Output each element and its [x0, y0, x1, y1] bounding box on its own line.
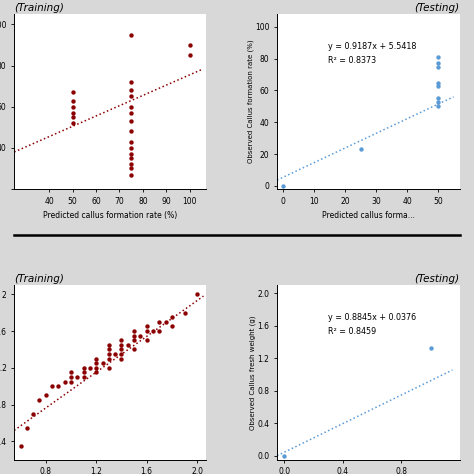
Point	[23, 424, 31, 431]
Point	[118, 350, 125, 358]
Text: (Training): (Training)	[14, 3, 64, 13]
Point	[434, 102, 442, 110]
Text: R² = 0.8459: R² = 0.8459	[328, 327, 376, 336]
Point	[55, 383, 62, 390]
Point	[162, 318, 169, 326]
Point	[86, 364, 94, 372]
Point	[69, 113, 76, 121]
Point	[118, 341, 125, 348]
Point	[155, 327, 163, 335]
Point	[80, 369, 87, 376]
Point	[137, 332, 144, 339]
Point	[186, 52, 193, 59]
Point	[29, 410, 37, 418]
Point	[80, 373, 87, 381]
Point	[143, 323, 150, 330]
Point	[168, 313, 176, 321]
Point	[128, 138, 135, 146]
Point	[155, 318, 163, 326]
Point	[434, 53, 442, 61]
Point	[128, 118, 135, 125]
Point	[128, 144, 135, 152]
Point	[357, 146, 365, 153]
Point	[69, 119, 76, 127]
Point	[130, 332, 138, 339]
Point	[130, 346, 138, 353]
Text: (Testing): (Testing)	[415, 274, 460, 284]
Point	[128, 86, 135, 94]
Point	[434, 79, 442, 86]
Point	[186, 41, 193, 49]
Point	[128, 171, 135, 178]
Point	[105, 355, 113, 363]
Text: (Testing): (Testing)	[415, 3, 460, 13]
Point	[128, 31, 135, 38]
Point	[67, 369, 75, 376]
Point	[193, 291, 201, 298]
Point	[105, 346, 113, 353]
Point	[105, 364, 113, 372]
Point	[168, 323, 176, 330]
Point	[434, 98, 442, 105]
Point	[143, 327, 150, 335]
Text: y = 0.9187x + 5.5418: y = 0.9187x + 5.5418	[328, 42, 417, 51]
Point	[48, 383, 56, 390]
Point	[128, 78, 135, 86]
Point	[99, 359, 106, 367]
Point	[281, 452, 288, 459]
Point	[181, 309, 188, 317]
Point	[143, 337, 150, 344]
Point	[427, 345, 434, 352]
Point	[92, 359, 100, 367]
Text: y = 0.8845x + 0.0376: y = 0.8845x + 0.0376	[328, 313, 416, 322]
Point	[92, 369, 100, 376]
Point	[128, 103, 135, 110]
Point	[128, 92, 135, 100]
Point	[128, 128, 135, 135]
Point	[80, 364, 87, 372]
Point	[69, 103, 76, 110]
Y-axis label: Observed Callus fresh weight (g): Observed Callus fresh weight (g)	[249, 315, 256, 429]
Point	[36, 396, 43, 404]
Point	[105, 350, 113, 358]
Point	[69, 97, 76, 104]
Point	[128, 155, 135, 162]
Point	[67, 373, 75, 381]
Point	[130, 337, 138, 344]
Point	[17, 442, 24, 450]
Point	[280, 182, 287, 190]
Text: (Training): (Training)	[14, 274, 64, 284]
Point	[92, 364, 100, 372]
Text: R² = 0.8373: R² = 0.8373	[328, 56, 376, 65]
Point	[128, 150, 135, 158]
Point	[128, 161, 135, 168]
Point	[149, 327, 157, 335]
Point	[434, 60, 442, 67]
Point	[42, 392, 50, 399]
Point	[118, 337, 125, 344]
Y-axis label: Observed Callus formation rate (%): Observed Callus formation rate (%)	[247, 40, 254, 164]
X-axis label: Predicted callus formation rate (%): Predicted callus formation rate (%)	[43, 211, 177, 220]
Point	[69, 89, 76, 96]
Point	[118, 355, 125, 363]
Point	[105, 341, 113, 348]
Point	[434, 95, 442, 102]
Point	[73, 373, 81, 381]
Point	[92, 355, 100, 363]
Point	[434, 82, 442, 90]
X-axis label: Predicted callus forma...: Predicted callus forma...	[322, 211, 415, 220]
Point	[111, 350, 119, 358]
Point	[130, 327, 138, 335]
Point	[118, 346, 125, 353]
Point	[434, 63, 442, 71]
Point	[128, 164, 135, 172]
Point	[67, 378, 75, 385]
Point	[124, 341, 132, 348]
Point	[69, 109, 76, 117]
Point	[128, 109, 135, 117]
Point	[61, 378, 68, 385]
